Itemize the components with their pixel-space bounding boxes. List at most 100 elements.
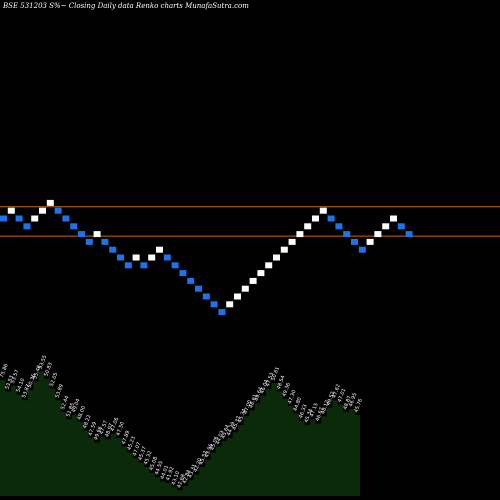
volume-label: 45.06 bbox=[209, 436, 220, 452]
renko-brick-down bbox=[327, 215, 335, 222]
renko-brick-down bbox=[101, 238, 109, 245]
renko-brick-down bbox=[78, 231, 85, 238]
volume-label: 48.12 bbox=[320, 399, 331, 415]
renko-brick-down bbox=[358, 246, 366, 253]
reference-lines bbox=[0, 206, 500, 237]
renko-brick-up bbox=[390, 215, 397, 222]
volume-label: 47.06 bbox=[110, 417, 121, 433]
volume-label: 49.52 bbox=[326, 391, 337, 407]
volume-label: 44.55 bbox=[154, 460, 165, 476]
renko-brick-down bbox=[54, 207, 62, 214]
volume-label: 41.92 bbox=[165, 466, 176, 482]
volume-label: 54.10 bbox=[16, 378, 27, 394]
volume-label: 48.97 bbox=[104, 423, 115, 439]
volume-label: 52.44 bbox=[60, 395, 71, 411]
volume-label: 50.61 bbox=[270, 366, 281, 382]
volume-label: 55.48 bbox=[32, 365, 43, 381]
volume-label: 44.80 bbox=[293, 397, 304, 413]
renko-brick-down bbox=[124, 262, 132, 269]
renko-brick-down bbox=[405, 231, 413, 238]
renko-brick-down bbox=[109, 246, 117, 253]
volume-label: 48.87 bbox=[342, 395, 353, 411]
volume-label: 53.89 bbox=[54, 383, 65, 399]
volume-label: 47.89 bbox=[121, 430, 132, 446]
renko-brick-down bbox=[163, 254, 171, 261]
renko-brick-up bbox=[374, 231, 382, 238]
volume-label: 45.76 bbox=[353, 398, 364, 414]
volume-label: 49.36 bbox=[281, 382, 292, 398]
volume-label: 46.04 bbox=[259, 379, 270, 395]
volume-label: 46.95 bbox=[348, 392, 359, 408]
chart-title: BSE 531203 S%~ Closing Daily data Renko … bbox=[3, 2, 249, 10]
renko-brick-down bbox=[85, 238, 93, 245]
renko-brick-up bbox=[312, 215, 319, 222]
volume-label: 50.36 bbox=[27, 373, 38, 389]
renko-brick-up bbox=[280, 246, 288, 253]
renko-brick-up bbox=[241, 285, 249, 292]
volume-label: 75.86 bbox=[0, 363, 10, 379]
volume-label: 49.64 bbox=[254, 386, 265, 402]
volume-label: 47.15 bbox=[309, 402, 320, 418]
renko-brick-up bbox=[257, 270, 265, 277]
volume-label: 49.04 bbox=[71, 398, 82, 414]
volume-label: 53.55 bbox=[38, 354, 49, 370]
renko-brick-down bbox=[343, 231, 351, 238]
volume-label: 48.61 bbox=[248, 394, 259, 410]
volume-label: 45.23 bbox=[126, 436, 137, 452]
volume-label: 45.37 bbox=[232, 415, 243, 431]
renko-brick-up bbox=[382, 223, 390, 230]
renko-brick-down bbox=[187, 277, 195, 284]
volume-label: 50.83 bbox=[43, 362, 54, 378]
volume-label: 48.22 bbox=[82, 414, 93, 430]
volume-label: 47.59 bbox=[88, 421, 99, 437]
volume-label: 52.05 bbox=[49, 372, 60, 388]
volume-label: 45.52 bbox=[198, 450, 209, 466]
renko-brick-down bbox=[397, 223, 405, 230]
volume-label: 47.57 bbox=[99, 420, 110, 436]
renko-brick-up bbox=[265, 262, 273, 269]
renko-brick-down bbox=[210, 301, 218, 308]
volume-label: 47.62 bbox=[331, 383, 342, 399]
renko-brick-down bbox=[23, 223, 31, 230]
volume-labels: 75.8653.5353.5754.1053.8750.3655.4853.55… bbox=[0, 354, 364, 488]
volume-label: 45.34 bbox=[237, 408, 248, 424]
volume-label: 45.32 bbox=[143, 450, 154, 466]
renko-brick-up bbox=[46, 199, 54, 206]
volume-label: 47.01 bbox=[337, 388, 348, 404]
renko-brick-down bbox=[140, 262, 148, 269]
renko-brick-up bbox=[93, 231, 101, 238]
volume-label: 45.37 bbox=[137, 446, 148, 462]
renko-brick-down bbox=[195, 285, 202, 292]
volume-label: 47.30 bbox=[287, 389, 298, 405]
renko-brick-up bbox=[226, 301, 234, 308]
renko-brick-up bbox=[234, 293, 241, 300]
renko-brick-up bbox=[39, 207, 46, 214]
volume-label: 47.53 bbox=[265, 372, 276, 388]
renko-brick-up bbox=[288, 238, 296, 245]
renko-brick-up bbox=[132, 254, 140, 261]
volume-label: 47.00 bbox=[243, 399, 254, 415]
renko-brick-up bbox=[304, 223, 312, 230]
renko-brick-down bbox=[179, 270, 187, 277]
volume-label: 47.07 bbox=[132, 441, 143, 457]
renko-brick-down bbox=[351, 238, 358, 245]
volume-label: 48.54 bbox=[276, 375, 287, 391]
volume-label: 42.84 bbox=[182, 469, 193, 485]
volume-label: 51.85 bbox=[65, 402, 76, 418]
volume-label: 43.10 bbox=[171, 470, 182, 486]
renko-brick-up bbox=[156, 246, 163, 253]
volume-label: 44.39 bbox=[226, 421, 237, 437]
renko-brick-down bbox=[218, 309, 226, 316]
volume-label: 43.96 bbox=[204, 443, 215, 459]
volume-label: 45.34 bbox=[304, 408, 315, 424]
volume-label: 53.53 bbox=[5, 375, 16, 391]
volume-label: 43.31 bbox=[187, 463, 198, 479]
renko-brick-up bbox=[273, 254, 280, 261]
volume-label: 42.68 bbox=[176, 473, 187, 489]
renko-brick-down bbox=[171, 262, 179, 269]
renko-bricks bbox=[0, 199, 413, 316]
volume-label: 46.33 bbox=[298, 404, 309, 420]
renko-brick-up bbox=[319, 207, 327, 214]
volume-label: 49.66 bbox=[93, 426, 104, 442]
volume-label: 45.08 bbox=[149, 456, 160, 472]
